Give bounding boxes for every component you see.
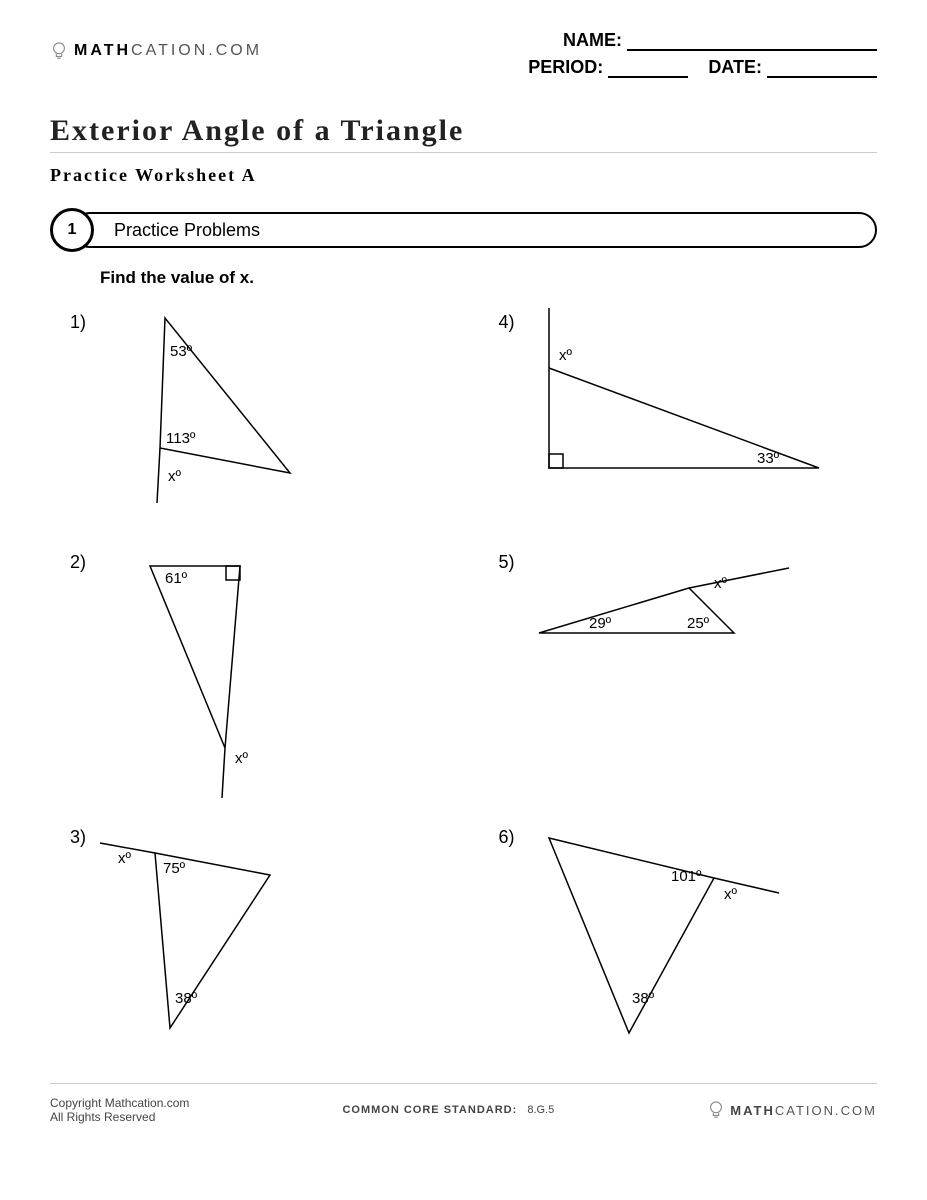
problem-figure: xº 33º xyxy=(519,308,878,513)
angle-label: 75º xyxy=(163,860,186,877)
problem-1: 1) 53º 113º xº xyxy=(50,308,449,538)
problem-number: 6) xyxy=(479,823,519,848)
page-subtitle: Practice Worksheet A xyxy=(50,165,877,186)
section-label: Practice Problems xyxy=(72,212,877,248)
footer-standard: COMMON CORE STANDARD: 8.G.5 xyxy=(342,1104,554,1116)
problem-figure: 29º 25º xº xyxy=(519,548,878,673)
period-label: PERIOD: xyxy=(528,57,603,78)
date-blank[interactable] xyxy=(767,60,877,78)
lightbulb-icon xyxy=(707,1099,725,1121)
problem-2: 2) 61º xº xyxy=(50,548,449,813)
problem-figure: xº 75º 38º xyxy=(90,823,449,1048)
angle-label: 113º xyxy=(166,430,196,447)
problems-grid: 1) 53º 113º xº 4) xº 33º 2) xyxy=(50,308,877,1053)
angle-label: 53º xyxy=(170,343,193,360)
date-label: DATE: xyxy=(708,57,762,78)
page-title: Exterior Angle of a Triangle xyxy=(50,114,877,148)
brand-light: CATION.COM xyxy=(131,42,262,59)
angle-label: xº xyxy=(559,347,573,364)
problem-5: 5) 29º 25º xº xyxy=(479,548,878,813)
angle-label: 33º xyxy=(757,450,780,467)
problem-number: 5) xyxy=(479,548,519,573)
problem-3: 3) xº 75º 38º xyxy=(50,823,449,1053)
angle-label: 38º xyxy=(632,990,655,1007)
angle-label: 29º xyxy=(589,615,612,632)
problem-number: 2) xyxy=(50,548,90,573)
angle-label: xº xyxy=(714,575,728,592)
problem-number: 3) xyxy=(50,823,90,848)
student-fields: NAME: PERIOD: DATE: xyxy=(528,30,877,84)
angle-label: xº xyxy=(118,850,132,867)
problem-4: 4) xº 33º xyxy=(479,308,878,538)
angle-label: xº xyxy=(235,750,249,767)
title-divider xyxy=(50,152,877,153)
angle-label: 101º xyxy=(671,868,702,885)
standard-value: 8.G.5 xyxy=(527,1104,554,1116)
page-footer: Copyright Mathcation.com All Rights Rese… xyxy=(50,1083,877,1124)
section-header: 1 Practice Problems xyxy=(50,208,877,252)
footer-copyright: Copyright Mathcation.com All Rights Rese… xyxy=(50,1096,189,1124)
period-blank[interactable] xyxy=(608,60,688,78)
problem-figure: 61º xº xyxy=(90,548,449,813)
angle-label: xº xyxy=(168,468,182,485)
problem-number: 4) xyxy=(479,308,519,333)
problem-figure: 101º xº 38º xyxy=(519,823,878,1048)
instruction-text: Find the value of x. xyxy=(100,268,877,288)
problem-number: 1) xyxy=(50,308,90,333)
brand-bold: MATH xyxy=(74,42,131,59)
footer-brand: MATHCATION.COM xyxy=(707,1099,877,1121)
name-label: NAME: xyxy=(563,30,622,51)
lightbulb-icon xyxy=(50,40,68,62)
angle-label: xº xyxy=(724,886,738,903)
problem-6: 6) 101º xº 38º xyxy=(479,823,878,1053)
copyright-line1: Copyright Mathcation.com xyxy=(50,1096,189,1110)
angle-label: 38º xyxy=(175,990,198,1007)
header: MATHCATION.COM NAME: PERIOD: DATE: xyxy=(50,30,877,84)
section-number: 1 xyxy=(50,208,94,252)
name-blank[interactable] xyxy=(627,33,877,51)
brand-logo: MATHCATION.COM xyxy=(50,40,262,62)
copyright-line2: All Rights Reserved xyxy=(50,1110,189,1124)
brand-bold: MATH xyxy=(730,1103,775,1118)
angle-label: 25º xyxy=(687,615,710,632)
angle-label: 61º xyxy=(165,570,188,587)
standard-label: COMMON CORE STANDARD: xyxy=(342,1104,517,1116)
problem-figure: 53º 113º xº xyxy=(90,308,449,513)
brand-light: CATION.COM xyxy=(775,1103,877,1118)
